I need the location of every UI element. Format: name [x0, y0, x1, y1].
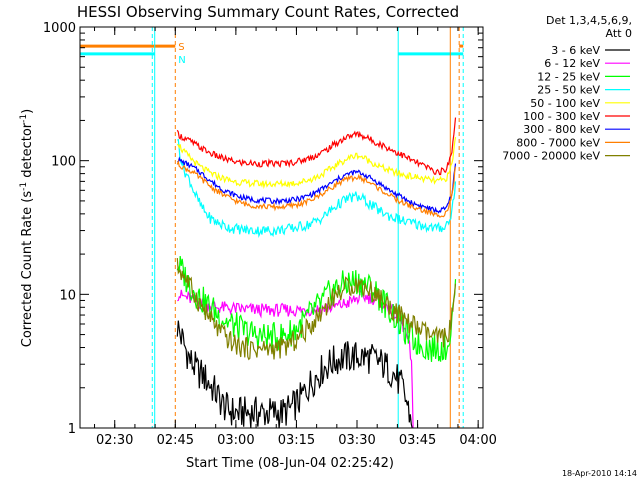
- y-axis-label: Corrected Count Rate (s-1 detector-1): [19, 109, 35, 347]
- series-line-1: [177, 289, 414, 428]
- legend-label-1: 6 - 12 keV: [544, 57, 600, 70]
- legend-header-line-1: Det 1,3,4,5,6,9,: [546, 14, 632, 27]
- legend-label-7: 800 - 7000 keV: [516, 136, 600, 149]
- series-line-4: [176, 137, 457, 190]
- y-tick-label: 100: [51, 155, 76, 170]
- x-axis-label: Start Time (08-Jun-04 02:25:42): [186, 456, 394, 471]
- x-tick-label: 02:30: [96, 433, 133, 448]
- series-line-2: [176, 255, 457, 362]
- series-line-5: [176, 117, 457, 176]
- plot-frame: [79, 26, 484, 429]
- y-tick-label: 1: [68, 422, 76, 437]
- y-tick-label: 10: [59, 288, 76, 303]
- x-tick-label: 03:00: [217, 433, 254, 448]
- legend-label-0: 3 - 6 keV: [551, 44, 600, 57]
- series-line-3: [177, 138, 457, 239]
- series-line-8: [176, 258, 457, 361]
- legend-label-2: 12 - 25 keV: [537, 70, 600, 83]
- y-tick-label: 1000: [43, 21, 76, 36]
- x-tick-label: 03:30: [338, 433, 375, 448]
- x-tick-label: 04:00: [459, 433, 496, 448]
- legend-header-line-2: Att 0: [606, 27, 632, 40]
- legend-label-4: 50 - 100 keV: [530, 97, 600, 110]
- x-tick-label: 03:45: [399, 433, 436, 448]
- x-tick-label: 02:45: [157, 433, 194, 448]
- footer-timestamp: 18-Apr-2010 14:14: [562, 469, 637, 478]
- flag-label-s: S: [178, 42, 184, 53]
- series-line-6: [176, 156, 457, 216]
- legend-label-3: 25 - 50 keV: [537, 84, 600, 97]
- legend-label-8: 7000 - 20000 keV: [502, 150, 600, 163]
- legend-label-5: 100 - 300 keV: [523, 110, 600, 123]
- series-line-0: [176, 320, 414, 428]
- legend-label-6: 300 - 800 keV: [523, 123, 600, 136]
- chart-title: HESSI Observing Summary Count Rates, Cor…: [77, 3, 459, 21]
- x-tick-label: 03:15: [278, 433, 315, 448]
- flag-label-n: N: [178, 55, 185, 66]
- series-line-7: [176, 159, 457, 218]
